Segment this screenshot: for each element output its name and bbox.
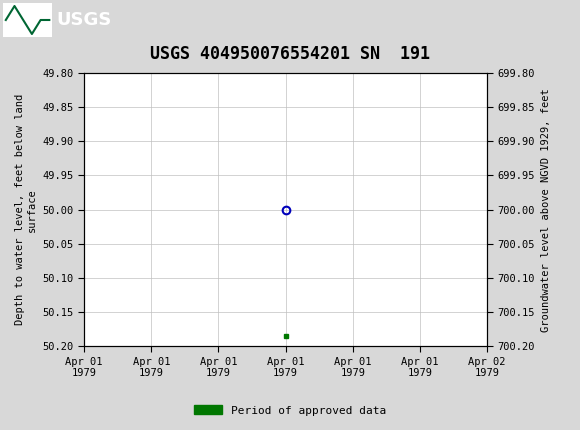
Y-axis label: Groundwater level above NGVD 1929, feet: Groundwater level above NGVD 1929, feet: [541, 88, 550, 332]
Text: USGS: USGS: [57, 11, 112, 29]
Legend: Period of approved data: Period of approved data: [190, 401, 390, 420]
Bar: [3, 3, 52, 37]
Text: USGS 404950076554201 SN  191: USGS 404950076554201 SN 191: [150, 45, 430, 63]
Y-axis label: Depth to water level, feet below land
surface: Depth to water level, feet below land su…: [15, 94, 37, 325]
